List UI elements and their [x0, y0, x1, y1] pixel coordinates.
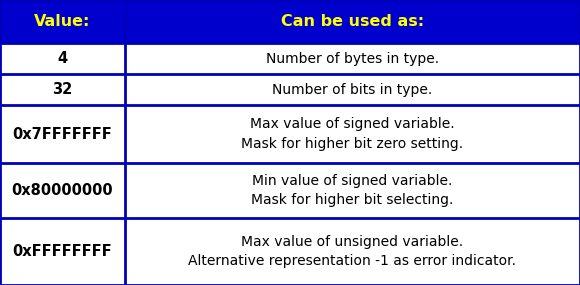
Text: Max value of unsigned variable.
Alternative representation -1 as error indicator: Max value of unsigned variable. Alternat… — [188, 235, 516, 268]
Text: Number of bits in type.: Number of bits in type. — [272, 83, 433, 97]
Text: 0x80000000: 0x80000000 — [12, 183, 113, 198]
Bar — [125, 74, 580, 105]
Text: Can be used as:: Can be used as: — [281, 14, 424, 29]
Bar — [125, 163, 580, 218]
Text: Value:: Value: — [34, 14, 90, 29]
Bar — [0, 163, 125, 218]
Text: 0x7FFFFFFF: 0x7FFFFFFF — [13, 127, 112, 142]
Text: Number of bytes in type.: Number of bytes in type. — [266, 52, 439, 66]
Bar — [125, 43, 580, 74]
Bar — [0, 74, 125, 105]
Text: Min value of signed variable.
Mask for higher bit selecting.: Min value of signed variable. Mask for h… — [251, 174, 454, 207]
Bar — [0, 218, 125, 285]
Bar — [0, 0, 125, 43]
Bar — [125, 0, 580, 43]
Text: 0xFFFFFFFF: 0xFFFFFFFF — [13, 244, 112, 259]
Text: 4: 4 — [57, 51, 67, 66]
Bar — [0, 43, 125, 74]
Text: Max value of signed variable.
Mask for higher bit zero setting.: Max value of signed variable. Mask for h… — [241, 117, 463, 151]
Bar — [125, 105, 580, 163]
Text: 32: 32 — [52, 82, 72, 97]
Bar — [125, 218, 580, 285]
Bar — [0, 105, 125, 163]
